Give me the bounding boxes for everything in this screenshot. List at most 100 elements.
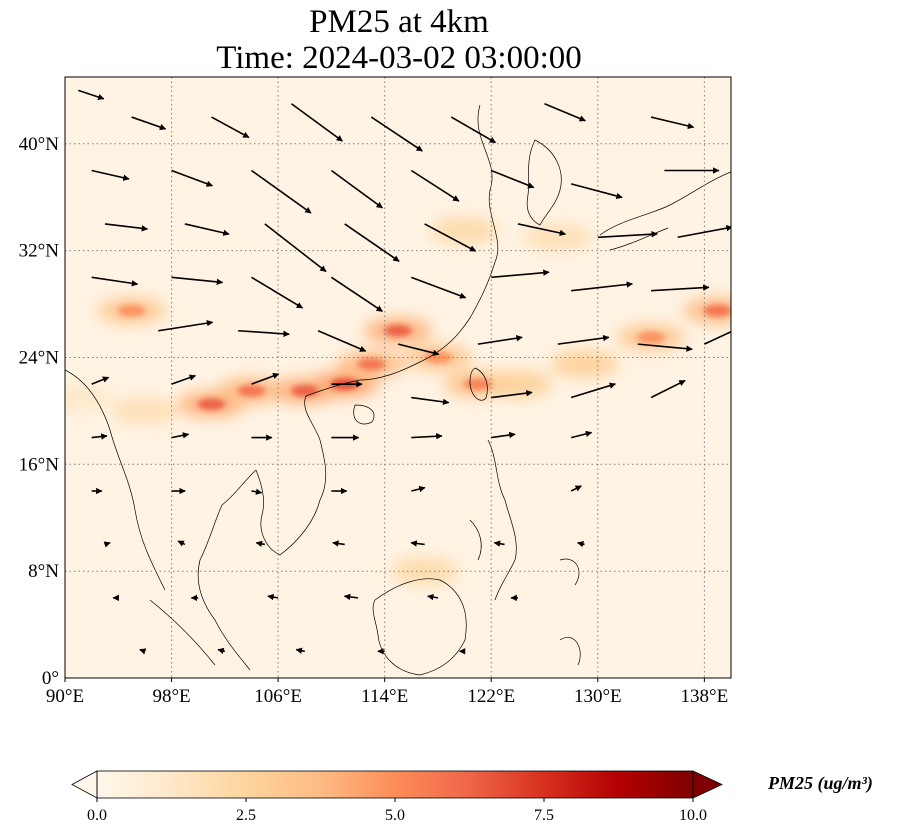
wind-arrow — [251, 488, 263, 495]
wind-arrow — [410, 169, 460, 202]
colorbar-extend-min — [71, 770, 98, 799]
colorbar-tick-label: 7.5 — [534, 807, 554, 824]
wind-arrow — [255, 540, 265, 548]
lon-tick-label: 90°E — [46, 686, 84, 707]
colorbar-tick-label: 5.0 — [385, 807, 405, 824]
wind-arrow — [597, 231, 658, 239]
wind-arrow — [217, 647, 226, 655]
wind-arrow — [158, 319, 214, 332]
colorbar-tick-label: 2.5 — [236, 807, 256, 824]
wind-arrow — [411, 485, 426, 493]
wind-arrow — [577, 541, 585, 548]
lat-tick-label: 32°N — [19, 241, 60, 262]
lat-tick-label: 8°N — [28, 561, 59, 582]
pm25-core — [703, 304, 731, 317]
wind-arrow — [91, 376, 110, 385]
pm25-blob — [110, 396, 179, 425]
wind-arrow — [104, 223, 149, 232]
pm25-blob — [430, 216, 499, 245]
wind-arrow — [317, 330, 367, 352]
lat-tick-label: 24°N — [19, 347, 60, 368]
pm25-core — [423, 351, 452, 364]
wind-arrow — [570, 485, 582, 492]
wind-vectors — [78, 89, 731, 655]
wind-arrow — [570, 430, 593, 439]
wind-arrow — [211, 116, 250, 139]
wind-arrow — [571, 281, 633, 292]
wind-arrow — [267, 593, 279, 601]
lon-tick-label: 122°E — [467, 686, 515, 707]
pm25-blob — [550, 350, 619, 379]
lon-tick-label: 130°E — [574, 686, 622, 707]
lat-tick-label: 40°N — [19, 134, 60, 155]
lon-tick-labels: 90°E 98°E 106°E 114°E 122°E 130°E 138°E — [46, 678, 728, 707]
wind-arrow — [78, 89, 105, 101]
wind-arrow — [677, 224, 731, 239]
wind-arrow — [491, 431, 516, 439]
pm25-core — [463, 378, 492, 391]
wind-arrow — [651, 284, 710, 292]
lat-tick-label: 16°N — [19, 454, 60, 475]
pm25-blob — [65, 383, 113, 412]
wind-arrow — [557, 334, 610, 345]
wind-arrow — [570, 382, 616, 399]
lon-tick-label: 114°E — [361, 686, 408, 707]
pm25-blob — [483, 370, 552, 399]
colorbar-label: PM25 (ug/m³) — [768, 773, 873, 793]
map-background — [65, 77, 731, 678]
wind-arrow — [517, 223, 567, 237]
wind-arrow — [490, 169, 535, 189]
pm25-core — [384, 324, 412, 337]
wind-arrow — [330, 169, 383, 209]
map-timestamp: Time: 2024-03-02 03:00:00 — [216, 40, 582, 76]
wind-arrow — [238, 329, 290, 337]
wind-arrow — [171, 432, 190, 439]
wind-arrow — [177, 540, 186, 547]
wind-arrow — [332, 540, 345, 547]
wind-arrow — [491, 269, 550, 279]
pm25-core — [117, 304, 146, 317]
wind-arrow — [427, 593, 439, 601]
colorbar-tick-label: 0.0 — [87, 807, 107, 824]
map-frame — [64, 76, 732, 679]
wind-arrow — [397, 343, 440, 357]
wind-arrow — [477, 335, 523, 345]
wind-arrow — [171, 169, 213, 187]
lat-tick-label: 0° — [42, 668, 59, 689]
wind-arrow — [370, 116, 423, 152]
colorbar-tick-label: 10.0 — [679, 807, 707, 824]
wind-arrow — [91, 433, 108, 440]
wind-arrow — [411, 396, 450, 406]
wind-arrow — [251, 276, 304, 309]
wind-arrow — [330, 276, 383, 312]
wind-arrow — [290, 103, 343, 142]
wind-arrow — [450, 116, 497, 144]
wind-arrow — [343, 593, 359, 601]
pm25-core — [290, 384, 319, 397]
pm25-core — [637, 331, 666, 344]
wind-arrow — [493, 540, 505, 547]
colorbar-extend-max — [692, 770, 723, 799]
map-panel: 90°E 98°E 106°E 114°E 122°E 130°E 138°E 0° 8°N 1… — [19, 76, 732, 707]
wind-arrow — [264, 223, 327, 273]
wind-arrow — [131, 116, 167, 131]
wind-arrow — [424, 223, 477, 252]
colorbar-ticks: 0.0 2.5 5.0 7.5 10.0 — [87, 798, 707, 824]
pm25-core — [237, 384, 266, 397]
wind-arrow — [139, 648, 147, 655]
wind-arrow — [91, 169, 130, 181]
pm25-core — [357, 358, 386, 371]
pm25-field — [65, 216, 731, 586]
map-title: PM25 at 4km — [309, 4, 489, 40]
coastlines — [65, 104, 731, 676]
wind-arrow — [295, 647, 305, 654]
wind-arrow — [171, 374, 196, 385]
pm25-core — [197, 398, 226, 411]
wind-arrow — [171, 276, 224, 286]
wind-arrow — [103, 541, 111, 548]
colorbar-gradient — [97, 771, 693, 798]
wind-arrow — [411, 433, 443, 440]
wind-arrow — [704, 330, 731, 345]
wind-arrow — [251, 169, 312, 214]
